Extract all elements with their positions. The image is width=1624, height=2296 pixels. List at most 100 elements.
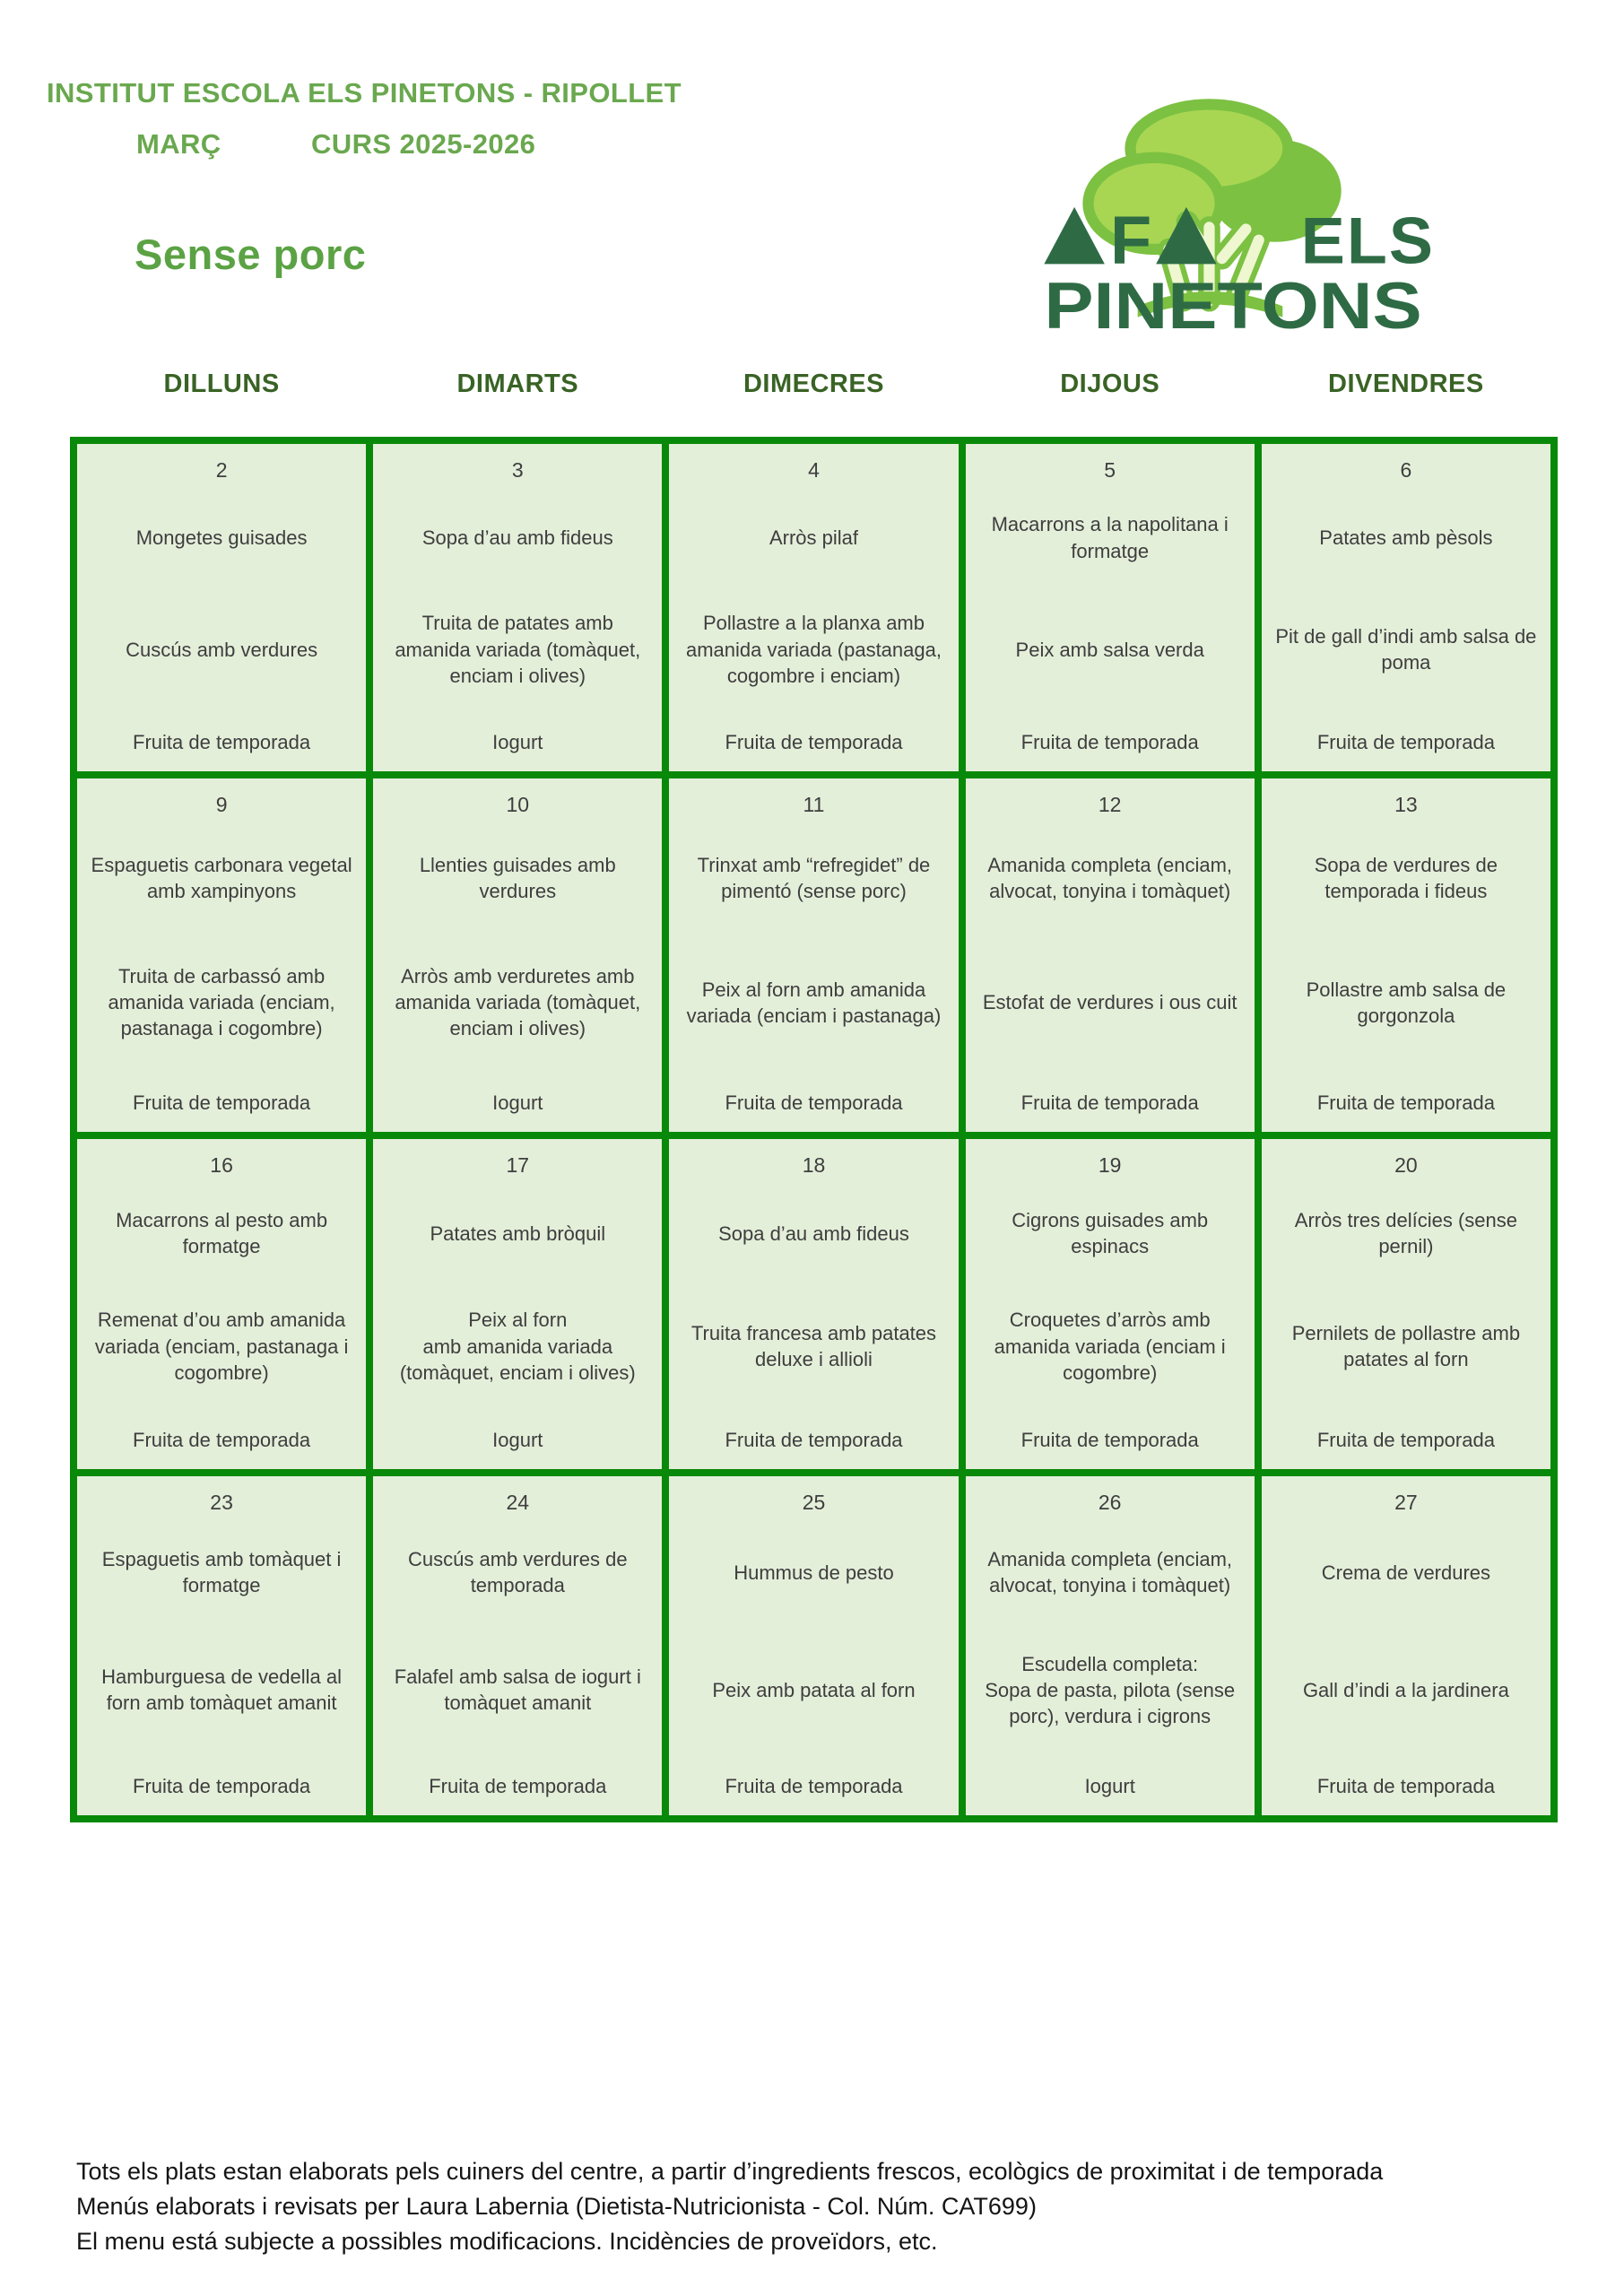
- day-number: 24: [506, 1490, 530, 1514]
- day-cell: 3 Sopa d’au amb fideus Truita de patates…: [373, 444, 663, 771]
- day-cell: 20 Arròs tres delícies (sense pernil) Pe…: [1261, 1139, 1550, 1469]
- day-cell: 5 Macarrons a la napolitana i formatge P…: [965, 444, 1255, 771]
- first-course: Sopa d’au amb fideus: [421, 526, 613, 550]
- day-number: 12: [1098, 792, 1122, 816]
- day-number: 20: [1394, 1152, 1418, 1177]
- first-course: Macarrons a la napolitana i formatge: [991, 513, 1229, 562]
- course-label: CURS 2025-2026: [311, 128, 536, 160]
- day-number: 10: [506, 792, 530, 816]
- day-cell: 18 Sopa d’au amb fideus Truita francesa …: [669, 1139, 959, 1469]
- dessert: Fruita de temporada: [1020, 730, 1199, 753]
- dessert: Fruita de temporada: [1316, 1428, 1495, 1451]
- day-cell: 17 Patates amb bròquil Peix al forn amb …: [373, 1139, 663, 1469]
- day-cell: 11 Trinxat amb “refregidet” de pimentó (…: [669, 778, 959, 1132]
- afa-pinetons-logo: F ELS PINETONS: [1044, 99, 1433, 341]
- first-course: Hummus de pesto: [734, 1561, 894, 1584]
- day-number: 27: [1394, 1490, 1418, 1514]
- logo-afa-f: F: [1110, 202, 1151, 278]
- weekday-dimecres: DIMECRES: [743, 370, 885, 398]
- day-cell: 9 Espaguetis carbonara vegetal amb xampi…: [77, 778, 367, 1132]
- second-course: Croquetes d’arròs amb amanida variada (e…: [994, 1309, 1226, 1384]
- day-number: 18: [802, 1152, 826, 1177]
- dessert: Iogurt: [492, 1428, 543, 1451]
- pine-triangle-icon: [1156, 206, 1217, 265]
- first-course: Amanida completa (enciam, alvocat, tonyi…: [987, 853, 1233, 902]
- dessert: Fruita de temporada: [1020, 1428, 1199, 1451]
- second-course: Arròs amb verduretes amb amanida variada…: [395, 964, 641, 1040]
- dessert: Fruita de temporada: [133, 1774, 311, 1797]
- dessert: Fruita de temporada: [1316, 730, 1495, 753]
- dessert: Fruita de temporada: [725, 1091, 903, 1114]
- day-number: 6: [1400, 457, 1412, 482]
- dessert: Fruita de temporada: [1316, 1091, 1495, 1114]
- weekday-divendres: DIVENDRES: [1328, 370, 1484, 398]
- second-course: Hamburguesa de vedella al forn amb tomàq…: [101, 1665, 343, 1715]
- first-course: Sopa d’au amb fideus: [718, 1222, 909, 1245]
- dessert: Fruita de temporada: [133, 1091, 311, 1114]
- first-course: Patates amb bròquil: [430, 1222, 606, 1245]
- second-course: Truita francesa amb patates deluxe i all…: [690, 1322, 937, 1371]
- weekday-dijous: DIJOUS: [1060, 370, 1160, 398]
- monthly-menu-table: 2 Mongetes guisades Cuscús amb verdures …: [70, 437, 1558, 1822]
- logo-els: ELS: [1301, 203, 1433, 277]
- logo-pinetons: PINETONS: [1044, 268, 1421, 341]
- day-number: 2: [215, 457, 228, 482]
- dessert: Fruita de temporada: [1020, 1091, 1199, 1114]
- first-course: Cigrons guisades amb espinacs: [1012, 1209, 1209, 1258]
- day-cell: 25 Hummus de pesto Peix amb patata al fo…: [669, 1476, 959, 1815]
- first-course: Crema de verdures: [1321, 1561, 1491, 1584]
- first-course: Macarrons al pesto amb formatge: [116, 1209, 328, 1258]
- second-course: Estofat de verdures i ous cuit: [982, 991, 1238, 1014]
- second-course: Pit de gall d’indi amb salsa de poma: [1275, 624, 1537, 674]
- footer-line: Tots els plats estan elaborats pels cuin…: [76, 2158, 1384, 2185]
- first-course: Cuscús amb verdures de temporada: [408, 1548, 628, 1597]
- second-course: Peix al forn amb amanida variada (tomàqu…: [399, 1309, 636, 1384]
- day-cell: 23 Espaguetis amb tomàquet i formatge Ha…: [77, 1476, 367, 1815]
- second-course: Cuscús amb verdures: [126, 638, 318, 661]
- dessert: Fruita de temporada: [1316, 1774, 1495, 1797]
- second-course: Peix amb patata al forn: [712, 1678, 916, 1701]
- footer-line: Menús elaborats i revisats per Laura Lab…: [76, 2193, 1037, 2221]
- day-cell: 19 Cigrons guisades amb espinacs Croquet…: [965, 1139, 1255, 1469]
- second-course: Pollastre a la planxa amb amanida variad…: [686, 612, 942, 687]
- dessert: Fruita de temporada: [133, 1428, 311, 1451]
- second-course: Escudella completa: Sopa de pasta, pilot…: [985, 1652, 1236, 1728]
- day-number: 19: [1098, 1152, 1122, 1177]
- day-number: 13: [1394, 792, 1418, 816]
- footer-line: El menu está subjecte a possibles modifi…: [76, 2228, 938, 2256]
- weekday-dimarts: DIMARTS: [456, 370, 579, 398]
- day-cell: 12 Amanida completa (enciam, alvocat, to…: [965, 778, 1255, 1132]
- first-course: Llenties guisades amb verdures: [419, 853, 616, 902]
- first-course: Espaguetis carbonara vegetal amb xampiny…: [91, 853, 352, 902]
- second-course: Gall d’indi a la jardinera: [1302, 1678, 1509, 1701]
- dessert: Iogurt: [492, 1091, 543, 1114]
- footer-notes: Tots els plats estan elaborats pels cuin…: [76, 2154, 1421, 2259]
- weekday-header-row: DILLUNS DIMARTS DIMECRES DIJOUS DIVENDRE…: [70, 370, 1558, 399]
- pine-triangle-icon: [1044, 206, 1105, 265]
- day-cell: 16 Macarrons al pesto amb formatge Remen…: [77, 1139, 367, 1469]
- second-course: Falafel amb salsa de iogurt i tomàquet a…: [394, 1665, 641, 1715]
- day-number: 3: [511, 457, 524, 482]
- month-label: MARÇ: [136, 128, 221, 160]
- day-number: 16: [210, 1152, 233, 1177]
- day-cell: 6 Patates amb pèsols Pit de gall d’indi …: [1261, 444, 1550, 771]
- second-course: Remenat d’ou amb amanida variada (enciam…: [94, 1309, 349, 1384]
- day-cell: 27 Crema de verdures Gall d’indi a la ja…: [1261, 1476, 1550, 1815]
- second-course: Peix amb salsa verda: [1015, 638, 1204, 661]
- menu-type-title: Sense porc: [135, 230, 367, 278]
- first-course: Amanida completa (enciam, alvocat, tonyi…: [987, 1548, 1233, 1597]
- day-number: 11: [803, 792, 825, 816]
- day-number: 9: [215, 792, 228, 816]
- first-course: Patates amb pèsols: [1319, 526, 1493, 550]
- first-course: Sopa de verdures de temporada i fideus: [1314, 853, 1498, 902]
- dessert: Iogurt: [1084, 1774, 1135, 1797]
- day-number: 25: [802, 1490, 826, 1514]
- dessert: Iogurt: [492, 730, 543, 753]
- first-course: Arròs pilaf: [769, 526, 859, 550]
- day-number: 4: [808, 457, 820, 482]
- second-course: Truita de patates amb amanida variada (t…: [395, 612, 641, 687]
- first-course: Trinxat amb “refregidet” de pimentó (sen…: [697, 853, 931, 902]
- day-cell: 26 Amanida completa (enciam, alvocat, to…: [965, 1476, 1255, 1815]
- dessert: Fruita de temporada: [725, 730, 903, 753]
- first-course: Mongetes guisades: [135, 526, 308, 550]
